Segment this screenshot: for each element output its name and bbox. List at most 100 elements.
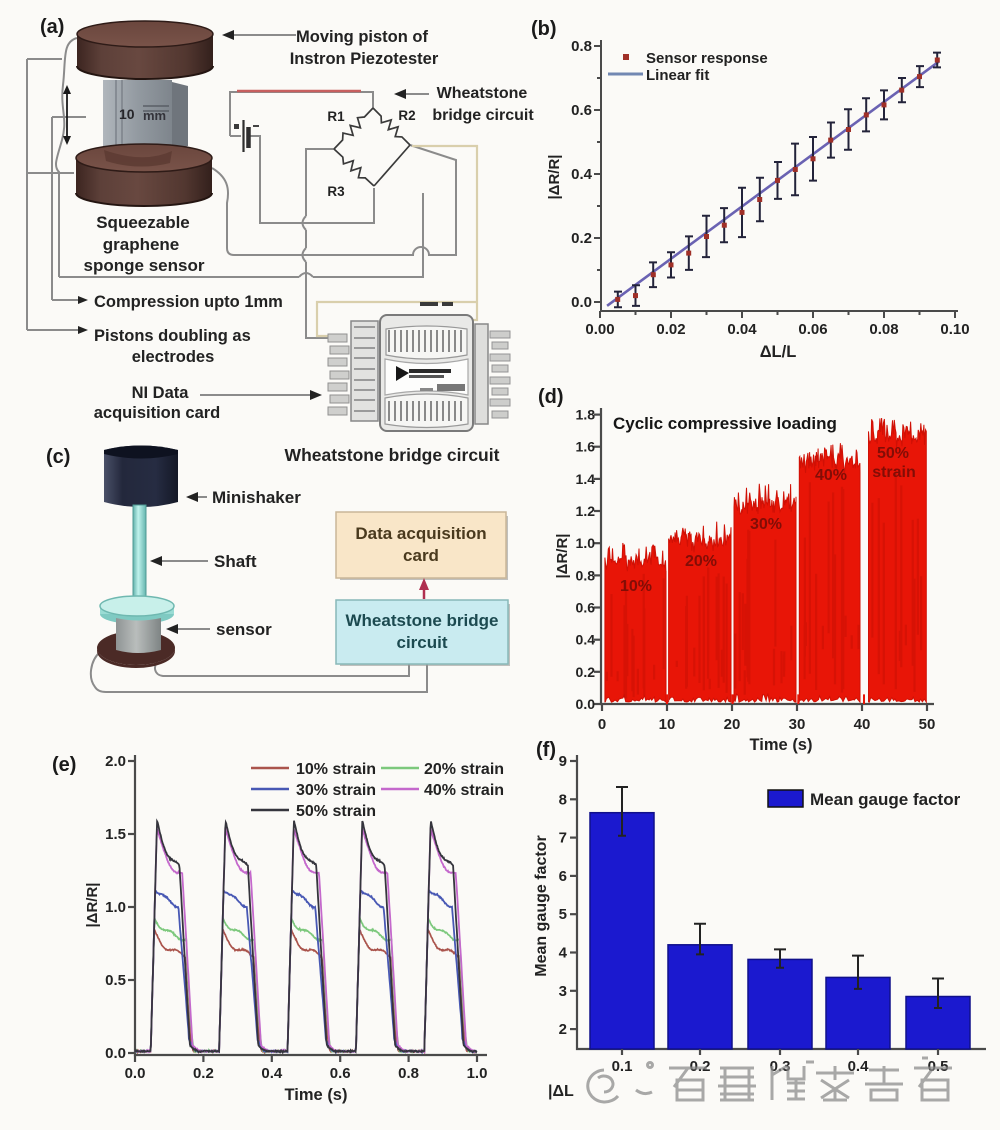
svg-text:mm: mm xyxy=(143,108,166,123)
svg-text:0.06: 0.06 xyxy=(798,321,827,338)
svg-text:graphene: graphene xyxy=(103,235,180,254)
svg-text:1.6: 1.6 xyxy=(576,439,596,455)
svg-text:30: 30 xyxy=(789,716,806,733)
svg-text:10% strain: 10% strain xyxy=(296,761,376,778)
svg-text:strain: strain xyxy=(872,464,916,481)
svg-text:40%: 40% xyxy=(815,467,847,484)
svg-text:(c): (c) xyxy=(46,446,70,468)
svg-text:0.3: 0.3 xyxy=(770,1058,791,1075)
svg-text:20%: 20% xyxy=(685,553,717,570)
svg-text:1.0: 1.0 xyxy=(467,1065,488,1082)
svg-text:NI Data: NI Data xyxy=(132,384,190,402)
svg-text:|ΔL: |ΔL xyxy=(548,1083,574,1100)
svg-text:electrodes: electrodes xyxy=(132,348,215,366)
svg-text:(d): (d) xyxy=(538,386,564,408)
svg-text:40% strain: 40% strain xyxy=(424,782,504,799)
svg-text:|ΔR/R|: |ΔR/R| xyxy=(84,882,101,927)
svg-text:50: 50 xyxy=(919,716,936,733)
svg-text:0: 0 xyxy=(598,716,606,733)
svg-text:Time (s): Time (s) xyxy=(285,1086,348,1104)
svg-text:Wheatstone bridge circuit: Wheatstone bridge circuit xyxy=(285,445,500,465)
svg-text:Minishaker: Minishaker xyxy=(212,488,301,507)
svg-text:(b): (b) xyxy=(531,18,557,40)
svg-text:0.0: 0.0 xyxy=(105,1045,126,1062)
svg-text:4: 4 xyxy=(559,945,568,962)
svg-text:(a): (a) xyxy=(40,16,64,38)
svg-text:20% strain: 20% strain xyxy=(424,761,504,778)
svg-text:10: 10 xyxy=(659,716,676,733)
svg-text:0.5: 0.5 xyxy=(105,972,126,989)
svg-text:Compression upto 1mm: Compression upto 1mm xyxy=(94,293,283,311)
svg-text:(f): (f) xyxy=(536,739,556,761)
svg-text:0.4: 0.4 xyxy=(576,632,596,648)
svg-text:sensor: sensor xyxy=(216,620,272,639)
svg-text:0.4: 0.4 xyxy=(571,166,593,183)
svg-text:|ΔR/R|: |ΔR/R| xyxy=(546,154,563,199)
svg-text:0.0: 0.0 xyxy=(571,294,592,311)
svg-text:9: 9 xyxy=(559,753,567,770)
svg-text:Mean gauge factor: Mean gauge factor xyxy=(810,790,961,809)
svg-text:Wheatstone: Wheatstone xyxy=(437,85,528,102)
svg-text:1.0: 1.0 xyxy=(576,535,596,551)
svg-text:acquisition card: acquisition card xyxy=(94,404,221,422)
svg-text:|ΔR/R|: |ΔR/R| xyxy=(554,533,571,578)
svg-text:2: 2 xyxy=(559,1021,567,1038)
svg-text:card: card xyxy=(403,546,439,565)
svg-text:Shaft: Shaft xyxy=(214,552,257,571)
svg-text:0.2: 0.2 xyxy=(576,664,596,680)
svg-text:circuit: circuit xyxy=(396,633,447,652)
svg-text:0.6: 0.6 xyxy=(576,600,596,616)
svg-text:1.8: 1.8 xyxy=(576,407,596,423)
svg-text:0.4: 0.4 xyxy=(848,1058,870,1075)
svg-text:Cyclic compressive loading: Cyclic compressive loading xyxy=(613,414,837,433)
svg-text:Instron Piezotester: Instron Piezotester xyxy=(290,50,439,68)
svg-text:bridge circuit: bridge circuit xyxy=(432,107,534,124)
svg-text:0.8: 0.8 xyxy=(398,1065,419,1082)
svg-text:0.8: 0.8 xyxy=(571,38,592,55)
svg-text:Squeezable: Squeezable xyxy=(96,213,190,232)
svg-text:6: 6 xyxy=(559,868,567,885)
svg-text:50% strain: 50% strain xyxy=(296,803,376,820)
svg-text:0.0: 0.0 xyxy=(576,696,596,712)
svg-text:R3: R3 xyxy=(327,184,345,199)
svg-text:0.1: 0.1 xyxy=(612,1058,633,1075)
svg-text:0.6: 0.6 xyxy=(571,102,592,119)
svg-text:Mean gauge factor: Mean gauge factor xyxy=(533,835,550,976)
svg-text:5: 5 xyxy=(559,906,567,923)
svg-text:40: 40 xyxy=(854,716,871,733)
svg-text:1.4: 1.4 xyxy=(576,471,596,487)
svg-text:ΔL/L: ΔL/L xyxy=(760,343,797,361)
svg-text:50%: 50% xyxy=(877,445,909,462)
svg-text:Moving piston of: Moving piston of xyxy=(296,28,428,46)
svg-text:Linear fit: Linear fit xyxy=(646,67,709,84)
svg-text:0.08: 0.08 xyxy=(869,321,898,338)
svg-text:1.2: 1.2 xyxy=(576,503,596,519)
svg-text:0.0: 0.0 xyxy=(125,1065,146,1082)
svg-text:Wheatstone bridge: Wheatstone bridge xyxy=(345,611,498,630)
svg-text:R1: R1 xyxy=(327,109,345,124)
svg-text:0.4: 0.4 xyxy=(261,1065,283,1082)
svg-text:0.04: 0.04 xyxy=(727,321,757,338)
svg-text:0.00: 0.00 xyxy=(585,321,614,338)
svg-text:(e): (e) xyxy=(52,754,76,776)
svg-text:3: 3 xyxy=(559,983,567,1000)
svg-text:0.6: 0.6 xyxy=(330,1065,351,1082)
svg-text:sponge sensor: sponge sensor xyxy=(84,256,205,275)
svg-text:Data acquisition: Data acquisition xyxy=(355,524,486,543)
svg-text:R2: R2 xyxy=(398,108,415,123)
svg-text:30% strain: 30% strain xyxy=(296,782,376,799)
svg-text:7: 7 xyxy=(559,830,567,847)
svg-text:1.0: 1.0 xyxy=(105,899,126,916)
svg-text:Sensor response: Sensor response xyxy=(646,50,768,67)
svg-text:0.10: 0.10 xyxy=(940,321,969,338)
svg-text:0.8: 0.8 xyxy=(576,567,596,583)
svg-text:0.2: 0.2 xyxy=(571,230,592,247)
svg-text:1.5: 1.5 xyxy=(105,826,126,843)
svg-text:0.02: 0.02 xyxy=(656,321,685,338)
svg-text:10%: 10% xyxy=(620,578,652,595)
svg-text:0.2: 0.2 xyxy=(193,1065,214,1082)
svg-text:2.0: 2.0 xyxy=(105,753,126,770)
svg-text:30%: 30% xyxy=(750,516,782,533)
svg-text:Time (s): Time (s) xyxy=(750,736,813,754)
svg-text:8: 8 xyxy=(559,791,567,808)
